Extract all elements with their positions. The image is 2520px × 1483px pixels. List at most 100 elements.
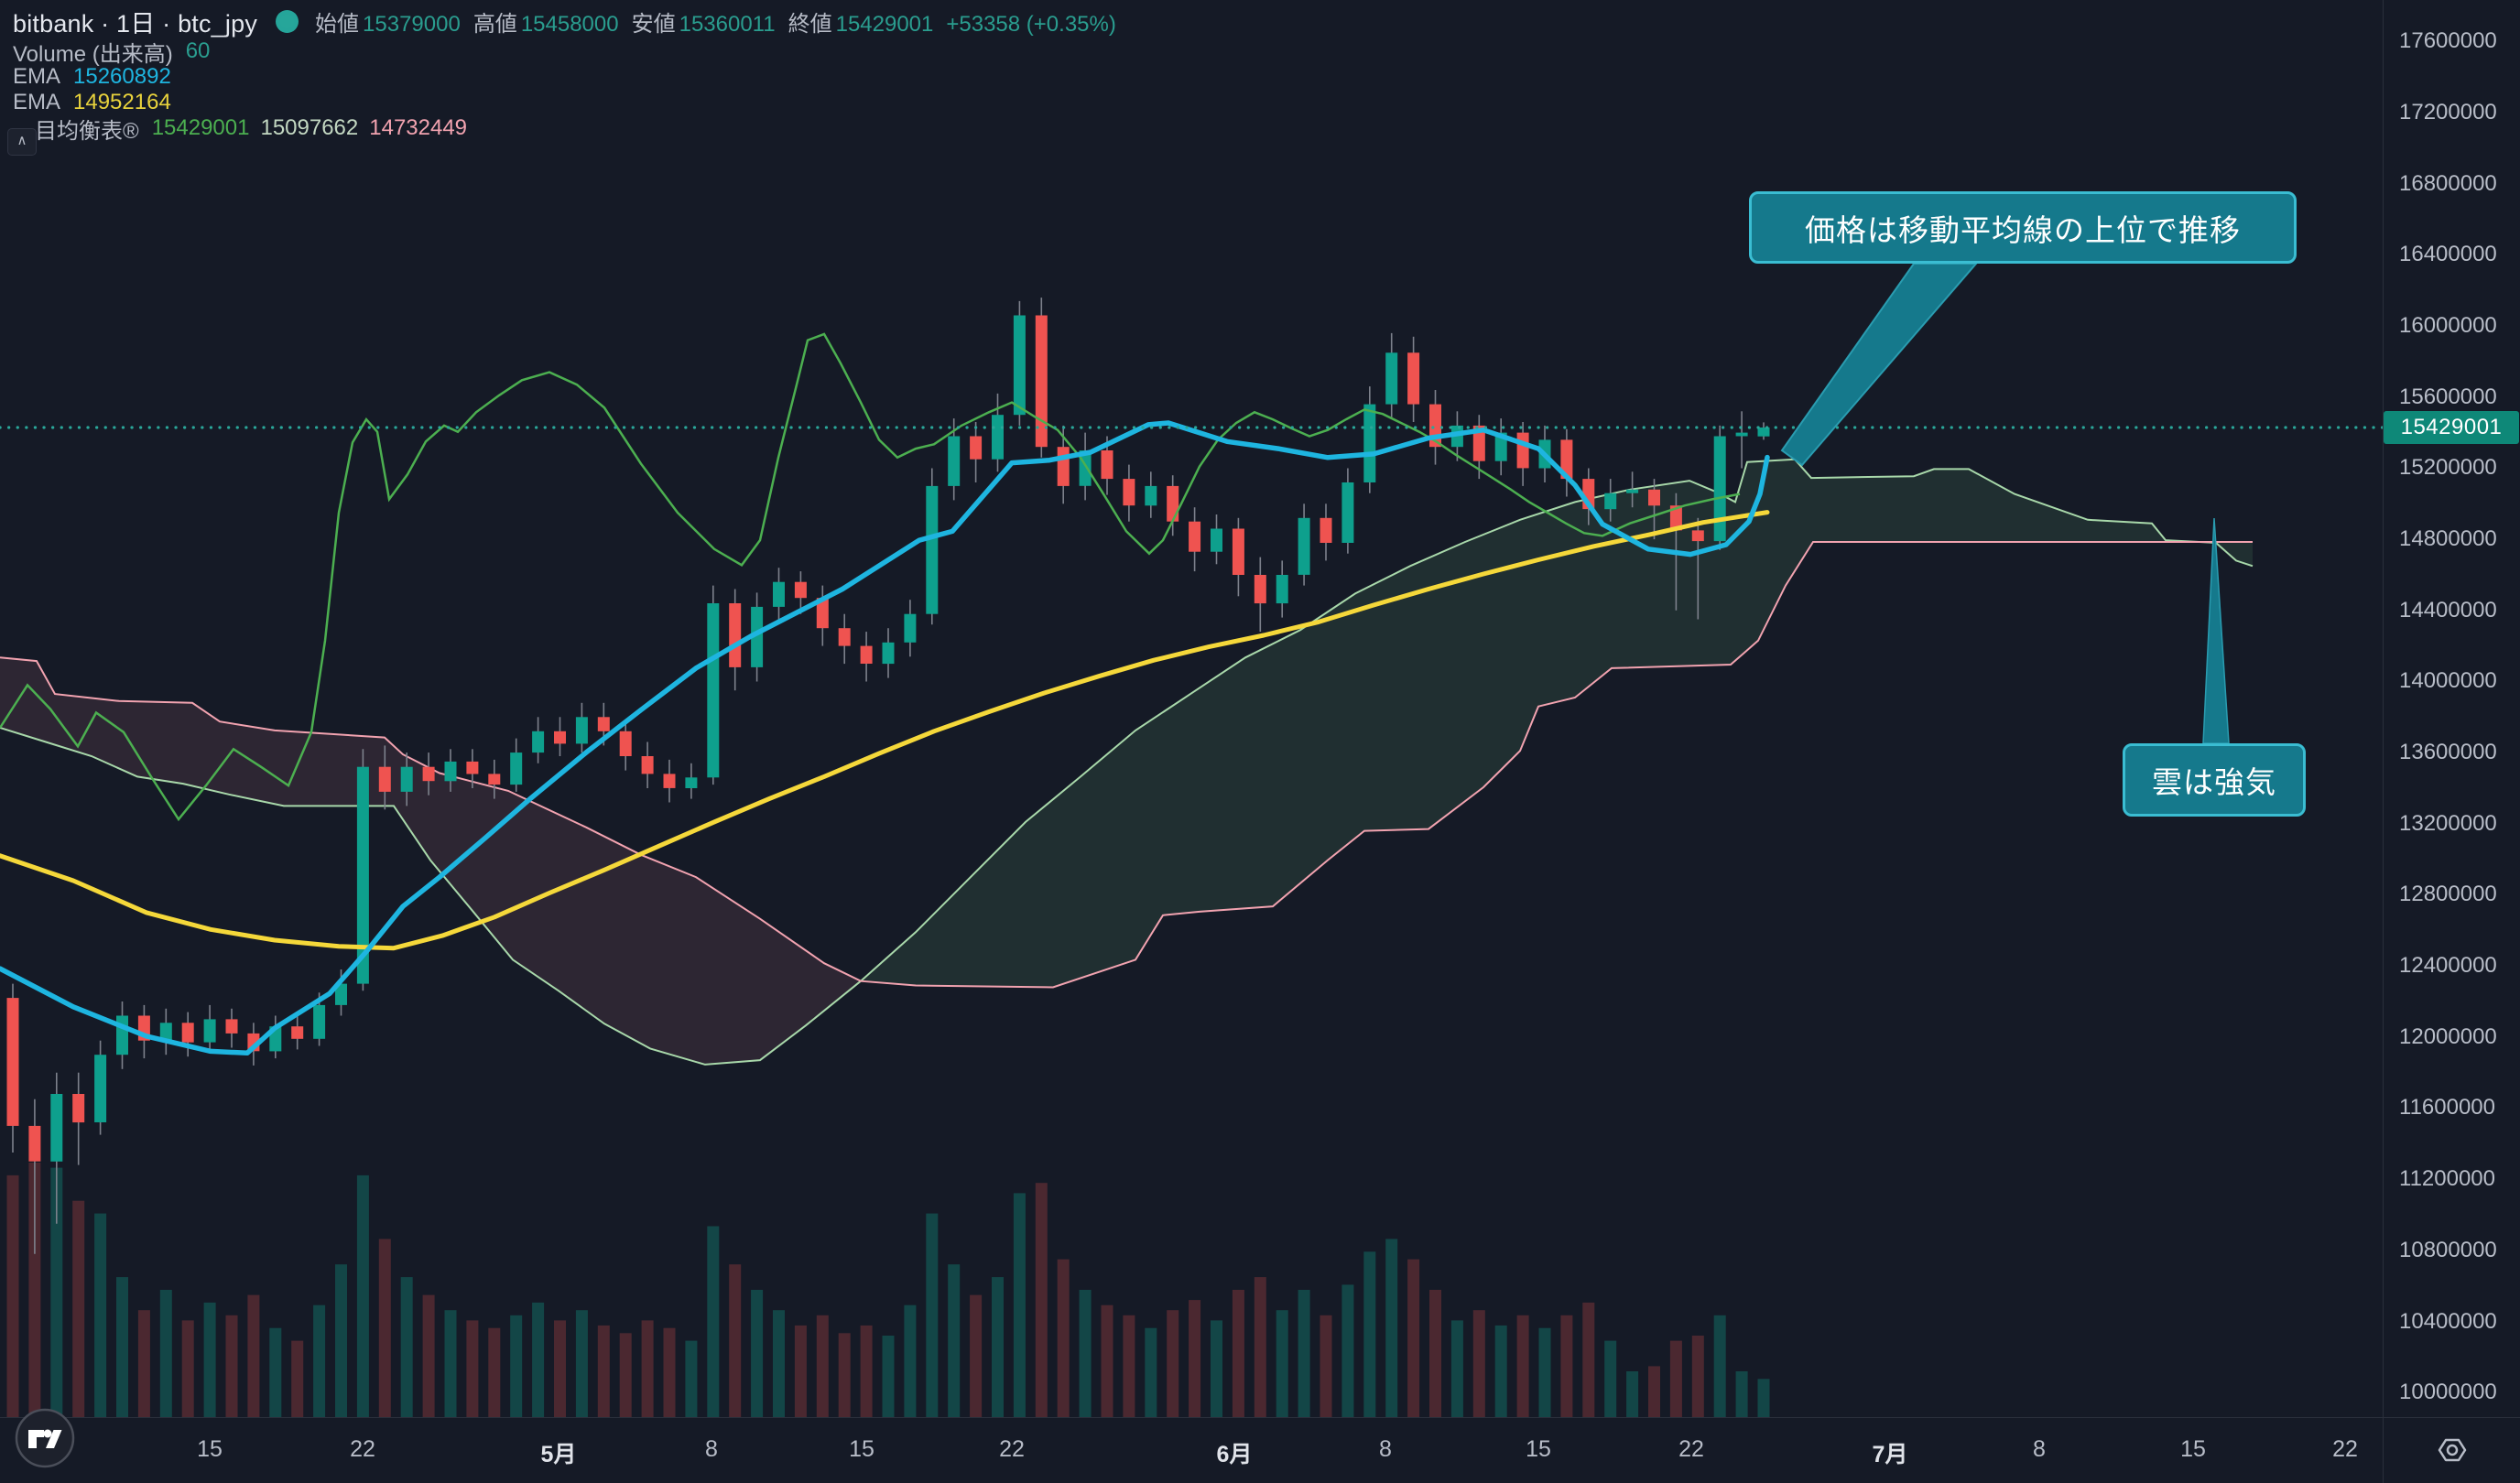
candle-down bbox=[378, 766, 391, 792]
volume-bar bbox=[575, 1310, 588, 1417]
ema-fast-value: 15260892 bbox=[73, 64, 171, 89]
volume-legend-row: Volume (出来高) 60 bbox=[13, 38, 1116, 67]
candle-up bbox=[335, 983, 347, 1005]
time-axis[interactable]: 815225月815226月815227月81522 bbox=[0, 1417, 2520, 1483]
time-axis-month-label: 6月 bbox=[1216, 1442, 1253, 1467]
senkou-span-a-line bbox=[0, 458, 2254, 1066]
time-axis-label: 22 bbox=[2332, 1436, 2358, 1462]
ema-fast-label: EMA bbox=[13, 64, 61, 89]
volume-bar bbox=[619, 1333, 632, 1417]
candle-down bbox=[1254, 575, 1266, 604]
volume-bar bbox=[225, 1315, 238, 1417]
candle-up bbox=[1211, 528, 1222, 552]
candle-down bbox=[1123, 479, 1135, 506]
volume-bar bbox=[1648, 1366, 1660, 1417]
volume-bar bbox=[1691, 1336, 1704, 1417]
callout-price-above-ma[interactable]: 価格は移動平均線の上位で推移 bbox=[1749, 191, 2297, 264]
volume-bar bbox=[356, 1174, 369, 1417]
price-axis-label: 11200000 bbox=[2399, 1166, 2495, 1191]
volume-bar bbox=[1298, 1290, 1310, 1417]
market-status-dot-icon bbox=[276, 9, 299, 33]
candle-down bbox=[291, 1026, 304, 1039]
candle-up bbox=[1276, 575, 1288, 604]
volume-bar bbox=[1604, 1340, 1617, 1417]
price-axis-label: 16000000 bbox=[2399, 313, 2497, 338]
volume-bar bbox=[1232, 1290, 1244, 1417]
open-value: 15379000 bbox=[363, 11, 461, 37]
candle-up bbox=[400, 766, 413, 792]
volume-bar bbox=[1472, 1310, 1485, 1417]
ichimoku-bearish-cloud bbox=[0, 657, 861, 1065]
open-label: 始値 bbox=[315, 11, 360, 37]
price-axis[interactable]: 17600000 17200000 16800000 16400000 16000000… bbox=[2383, 0, 2520, 1417]
candle-up bbox=[1626, 489, 1639, 493]
volume-bar bbox=[1713, 1315, 1726, 1417]
candle-up bbox=[773, 581, 785, 607]
chart-canvas[interactable] bbox=[0, 0, 2383, 1417]
time-axis-label: 8 bbox=[1379, 1436, 1392, 1462]
price-axis-label: 11600000 bbox=[2399, 1095, 2495, 1120]
candle-down bbox=[597, 717, 610, 731]
ema-slow-label: EMA bbox=[13, 90, 61, 114]
candle-up bbox=[532, 731, 545, 753]
price-axis-label: 17200000 bbox=[2399, 100, 2497, 124]
volume-bar bbox=[1341, 1284, 1354, 1417]
volume-bar bbox=[94, 1213, 107, 1417]
volume-bar bbox=[1669, 1340, 1682, 1417]
volume-bar bbox=[466, 1320, 479, 1417]
volume-bar bbox=[269, 1327, 282, 1417]
volume-bar bbox=[50, 1167, 63, 1417]
volume-bar bbox=[1276, 1310, 1288, 1417]
volume-bar bbox=[1516, 1315, 1529, 1417]
current-price-tag: 15429001 bbox=[2384, 411, 2519, 444]
candle-up bbox=[1145, 485, 1157, 506]
volume-bar bbox=[159, 1290, 172, 1417]
candle-down bbox=[1691, 530, 1704, 542]
time-axis-label: 22 bbox=[999, 1436, 1025, 1462]
callout-bullish-cloud[interactable]: 雲は強気 bbox=[2123, 743, 2306, 817]
candle-down bbox=[641, 756, 654, 774]
candle-down bbox=[619, 731, 632, 756]
candle-up bbox=[313, 1004, 326, 1039]
candle-down bbox=[1648, 489, 1660, 506]
volume-bar bbox=[773, 1310, 785, 1417]
price-axis-label: 14000000 bbox=[2399, 668, 2497, 693]
volume-bar bbox=[794, 1325, 807, 1417]
candle-down bbox=[1167, 485, 1179, 522]
volume-bar bbox=[335, 1264, 347, 1417]
price-axis-label: 12800000 bbox=[2399, 882, 2497, 906]
volume-bar bbox=[1494, 1325, 1507, 1417]
candle-down bbox=[1035, 315, 1048, 448]
candle-down bbox=[1232, 528, 1244, 575]
volume-bar bbox=[597, 1325, 610, 1417]
legend-collapse-button[interactable]: ∧ bbox=[7, 128, 37, 156]
volume-bar bbox=[860, 1325, 873, 1417]
price-axis-label: 10000000 bbox=[2399, 1380, 2497, 1404]
ema-fast-line bbox=[0, 420, 1770, 1056]
candle-up bbox=[904, 613, 917, 643]
candle-down bbox=[1101, 450, 1113, 480]
volume-bar bbox=[1145, 1327, 1157, 1417]
candle-down bbox=[1320, 517, 1332, 543]
volume-bar bbox=[532, 1302, 545, 1417]
candle-up bbox=[159, 1023, 172, 1041]
candle-down bbox=[816, 598, 829, 629]
candle-down bbox=[6, 998, 19, 1126]
volume-bar bbox=[1189, 1300, 1201, 1417]
axis-settings-gear-icon[interactable] bbox=[2435, 1433, 2470, 1467]
volume-bar bbox=[28, 1163, 41, 1417]
candle-down bbox=[422, 766, 435, 782]
candle-down bbox=[1057, 447, 1070, 486]
candle-down bbox=[72, 1094, 85, 1123]
volume-bar bbox=[72, 1200, 85, 1417]
volume-bar bbox=[510, 1315, 523, 1417]
volume-bar bbox=[1582, 1302, 1595, 1417]
candle-up bbox=[510, 752, 523, 785]
volume-bar bbox=[6, 1174, 19, 1417]
candle-down bbox=[28, 1125, 41, 1162]
candle-down bbox=[1407, 352, 1420, 405]
volume-bar bbox=[838, 1333, 851, 1417]
tradingview-logo[interactable] bbox=[15, 1408, 75, 1473]
volume-bar bbox=[882, 1336, 895, 1417]
